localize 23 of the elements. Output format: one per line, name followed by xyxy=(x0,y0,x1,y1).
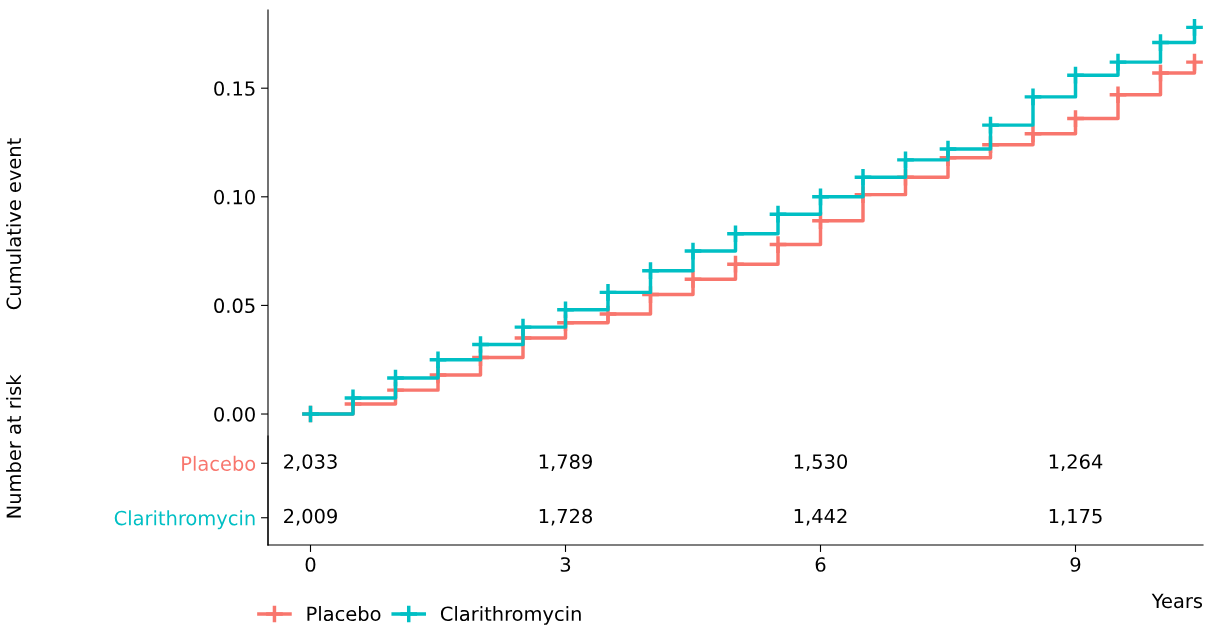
y-tick-label: 0.15 xyxy=(214,81,255,96)
annotation: 2,033 xyxy=(284,454,337,471)
legend-label: Placebo xyxy=(307,606,381,622)
category-label: Placebo xyxy=(182,455,256,471)
x-tick-label: 6 xyxy=(815,557,826,572)
y-tick-label: 0.00 xyxy=(214,406,255,422)
annotation: 1,530 xyxy=(794,454,848,471)
legend-label: Clarithromycin xyxy=(440,606,581,625)
annotation: 1,728 xyxy=(539,508,592,526)
text: Number at risk xyxy=(6,374,22,518)
annotation: 1,789 xyxy=(539,454,592,471)
annotation: 1,442 xyxy=(794,508,847,526)
annotation: 1,175 xyxy=(1049,508,1102,526)
annotation: 1,264 xyxy=(1049,454,1103,471)
x-tick-label: 0 xyxy=(305,557,316,572)
y-tick-label: 0.05 xyxy=(214,298,255,314)
x-tick-label: 3 xyxy=(560,557,571,572)
annotation: 2,009 xyxy=(284,508,337,526)
y-tick-label: 0.10 xyxy=(214,189,255,205)
x-axis-title: Years xyxy=(1151,593,1203,609)
x-tick-label: 9 xyxy=(1070,557,1081,572)
y-axis-title: Cumulative event xyxy=(6,138,22,310)
category-label: Clarithromycin xyxy=(114,510,255,530)
